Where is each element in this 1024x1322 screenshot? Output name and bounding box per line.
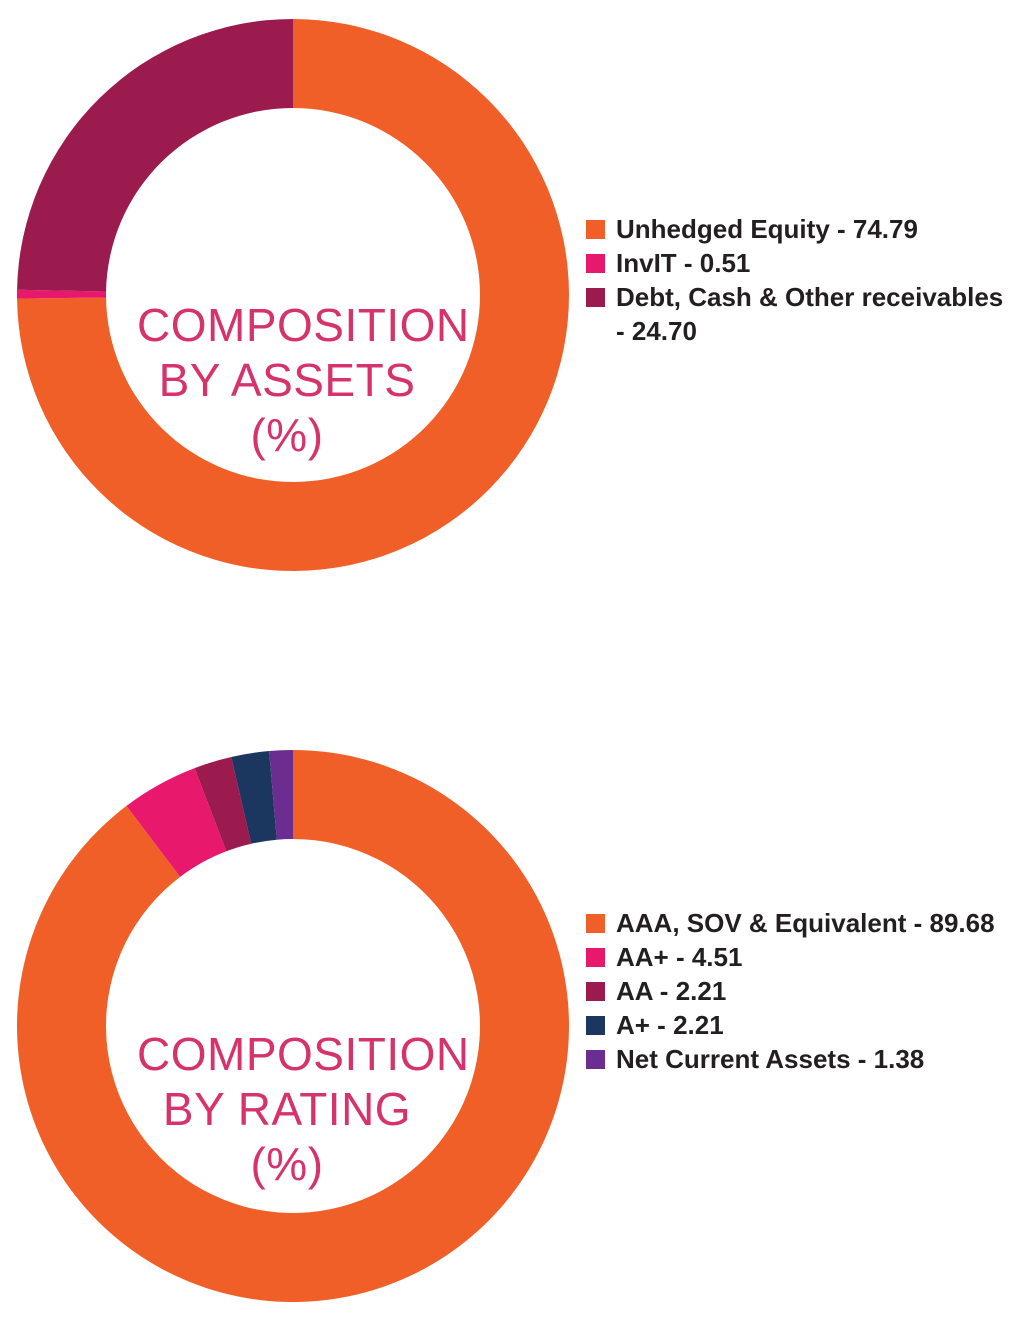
assets-legend-item: InvIT - 0.51 — [586, 246, 1016, 280]
rating-legend-label: AA+ - 4.51 — [616, 942, 743, 972]
rating-legend-label: A+ - 2.21 — [616, 1010, 724, 1040]
assets-chart: COMPOSITION BY ASSETS (%) Unhedged Equit… — [0, 0, 1024, 600]
assets-center-title: COMPOSITION BY ASSETS (%) — [137, 298, 470, 463]
rating-legend-swatch — [586, 914, 605, 933]
rating-legend-item: A+ - 2.21 — [586, 1008, 1016, 1042]
assets-legend-item: Unhedged Equity - 74.79 — [586, 212, 1016, 246]
rating-slice-aaa-sov-equivalent — [17, 750, 570, 1302]
assets-legend: Unhedged Equity - 74.79 InvIT - 0.51 Debt,… — [586, 212, 1016, 348]
rating-legend-swatch — [586, 1016, 605, 1035]
rating-legend: AAA, SOV & Equivalent - 89.68 AA+ - 4.51 A… — [586, 906, 1016, 1076]
rating-legend-swatch — [586, 948, 605, 967]
rating-legend-label: AA - 2.21 — [616, 976, 727, 1006]
rating-slice-aa — [126, 768, 227, 877]
rating-center-line: (%) — [250, 1138, 324, 1190]
rating-legend-item: AAA, SOV & Equivalent - 89.68 — [586, 906, 1016, 940]
assets-legend-swatch — [586, 254, 605, 273]
assets-legend-item: Debt, Cash & Other receivables - 24.70 — [586, 280, 1016, 348]
rating-legend-swatch — [586, 1050, 605, 1069]
rating-slice-net-current-assets — [269, 750, 293, 840]
rating-legend-item: Net Current Assets - 1.38 — [586, 1042, 1016, 1076]
rating-center-line: BY RATING — [162, 1083, 412, 1135]
rating-slice-a — [231, 751, 277, 844]
rating-legend-label: Net Current Assets - 1.38 — [616, 1044, 925, 1074]
assets-legend-label: InvIT - 0.51 — [616, 248, 751, 278]
rating-legend-label: AAA, SOV & Equivalent - 89.68 — [616, 908, 995, 938]
rating-legend-swatch — [586, 982, 605, 1001]
assets-slice-unhedged-equity — [17, 19, 569, 571]
assets-legend-swatch — [586, 288, 605, 307]
assets-center-line: BY ASSETS — [158, 354, 416, 406]
assets-slice-invit — [16, 289, 107, 299]
rating-legend-item: AA - 2.21 — [586, 974, 1016, 1008]
assets-donut — [16, 19, 569, 571]
rating-chart: COMPOSITION BY RATING (%) AAA, SOV & Equ… — [0, 730, 1024, 1322]
assets-legend-label: Debt, Cash & Other receivables - 24.70 — [616, 282, 1004, 346]
assets-legend-label: Unhedged Equity - 74.79 — [616, 214, 918, 244]
assets-center-line: (%) — [250, 409, 324, 461]
rating-legend-item: AA+ - 4.51 — [586, 940, 1016, 974]
assets-center-line: COMPOSITION — [137, 299, 470, 351]
rating-donut — [17, 750, 570, 1302]
assets-legend-swatch — [586, 220, 605, 239]
rating-center-line: COMPOSITION — [137, 1028, 470, 1080]
assets-slice-debt-cash-other-receivables — [17, 19, 293, 292]
rating-center-title: COMPOSITION BY RATING (%) — [137, 1027, 470, 1192]
rating-slice-aa — [194, 756, 252, 852]
